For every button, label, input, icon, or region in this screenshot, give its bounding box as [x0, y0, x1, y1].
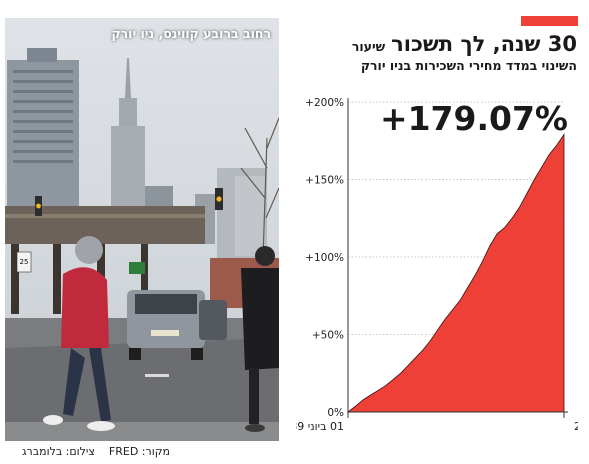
area-series: [346, 133, 565, 413]
photo-caption: רחוב ברובע קווינס, ניו יורק: [111, 26, 271, 41]
y-tick-label: +200%: [305, 97, 344, 109]
x-tick-label: 01 ביוני 1989: [296, 420, 344, 433]
photo-credit: צילום: בלומברג: [22, 445, 95, 458]
speed-sign-number: 25: [20, 258, 29, 266]
chart-title-suffix: שיעור: [351, 39, 386, 54]
source-credit: מקור: FRED: [108, 445, 170, 458]
y-tick-label: 0%: [327, 407, 344, 419]
y-tick-label: +150%: [305, 175, 344, 187]
street-photo-illustration: 25: [5, 18, 279, 441]
peak-value-annotation: +179.07%: [380, 99, 568, 138]
chart-headline: 30 שנה, לך תשכור שיעור: [352, 32, 577, 56]
credits: מקור: FRED צילום: בלומברג: [8, 445, 170, 458]
y-tick-label: +100%: [305, 252, 344, 264]
chart-subtitle: השינוי במדד מחירי השכירות בניו יורק: [360, 58, 577, 73]
chart-title: 30 שנה, לך תשכור: [391, 32, 577, 56]
rent-index-chart: 0% +50% +100% +150% +200% 01 ביוני 1989 01 ביו…: [296, 97, 578, 433]
accent-bar: [521, 16, 578, 26]
x-tick-label: 01 ביולי 2018: [574, 420, 578, 433]
y-tick-label: +50%: [312, 330, 344, 342]
street-photo: 25 רחוב ברובע קווינס, ניו יורק: [5, 18, 279, 441]
